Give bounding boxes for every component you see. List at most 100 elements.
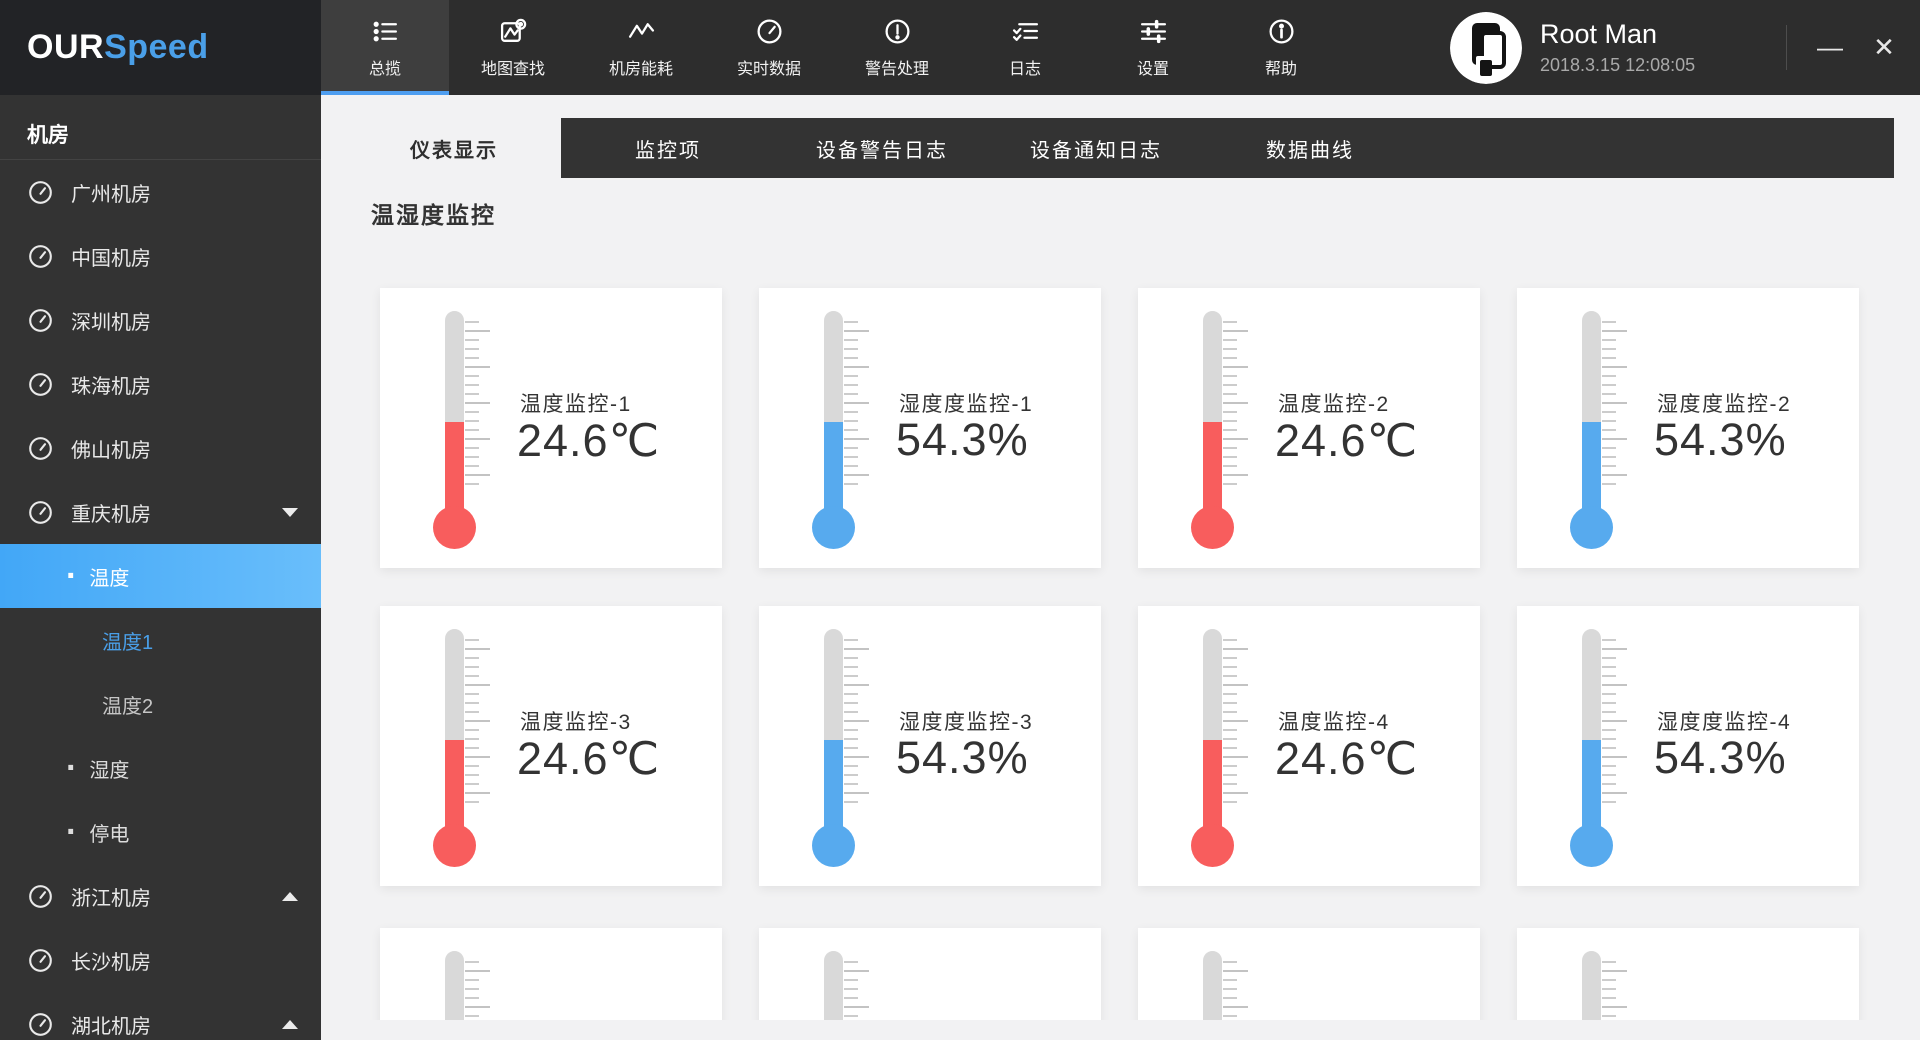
card-value: 24.6℃	[517, 415, 661, 466]
tab-data-curves[interactable]: 数据曲线	[1266, 139, 1354, 162]
tab-monitor-items[interactable]: 监控项	[635, 139, 701, 162]
nav-item-label: 日志	[1008, 61, 1041, 78]
list-icon	[371, 16, 400, 46]
sidebar-item-label: 长沙机房	[71, 951, 151, 974]
sidebar-item-label: 广州机房	[71, 183, 151, 206]
card-label: 温度监控-1	[520, 393, 632, 416]
gauge-icon	[27, 371, 54, 398]
gauge-icon	[27, 499, 54, 526]
sidebar-item-label: 佛山机房	[71, 439, 151, 462]
thermometer-bulb	[812, 824, 855, 867]
alert-icon	[883, 16, 912, 46]
minimize-button[interactable]: —	[1817, 32, 1843, 62]
nav-item-settings[interactable]: 设置	[1089, 0, 1217, 95]
thermometer-scale	[1602, 961, 1627, 1020]
gauge-icon	[27, 1011, 54, 1038]
thermometer-tube	[824, 311, 843, 516]
nav-item-logs[interactable]: 日志	[961, 0, 1089, 95]
thermometer-scale	[1223, 639, 1248, 810]
chevron-down-icon	[282, 508, 298, 517]
sidebar-item-guangzhou-room[interactable]: 广州机房	[0, 160, 321, 224]
main-panel: 仪表显示 监控项 设备警告日志 设备通知日志 数据曲线 温湿度监控 温度监控-1 24.6…	[321, 95, 1920, 1040]
nav-item-label: 警告处理	[864, 61, 929, 78]
sidebar-item-chongqing-room[interactable]: 重庆机房	[0, 480, 321, 544]
cards-row-3	[380, 928, 1859, 1020]
thermometer-scale	[844, 321, 869, 492]
thermometer-scale	[1223, 961, 1248, 1020]
topnav: 总揽 地图查找 机房能耗 实时数据 警告处理 日志 设置 帮助	[321, 0, 1345, 95]
monitor-card: 湿度度监控-2 54.3%	[1517, 288, 1859, 568]
nav-item-map-search[interactable]: 地图查找	[449, 0, 577, 95]
close-button[interactable]: ✕	[1873, 32, 1895, 62]
thermometer-bulb	[433, 506, 476, 549]
thermometer-bulb	[812, 506, 855, 549]
monitor-card: 湿度度监控-3 54.3%	[759, 606, 1101, 886]
tab-device-notice-log[interactable]: 设备通知日志	[1030, 139, 1162, 162]
user-meta: Root Man 2018.3.15 12:08:05	[1540, 19, 1695, 76]
card-value: 54.3%	[1654, 414, 1787, 465]
thermometer-tube	[445, 311, 464, 516]
thermometer-scale	[465, 961, 490, 1020]
sidebar-item-zhejiang-room[interactable]: 浙江机房	[0, 864, 321, 928]
map-icon	[499, 16, 528, 46]
thermometer-scale	[1223, 321, 1248, 492]
gauge-icon	[27, 179, 54, 206]
card-value: 54.3%	[1654, 732, 1787, 783]
sidebar-item-hubei-room[interactable]: 湖北机房	[0, 992, 321, 1040]
nav-item-overview[interactable]: 总揽	[321, 0, 449, 95]
tab-gauge-display[interactable]: 仪表显示	[347, 118, 561, 178]
gauge-icon	[755, 16, 784, 46]
sidebar-item-china-room[interactable]: 中国机房	[0, 224, 321, 288]
nav-item-label: 地图查找	[480, 61, 545, 78]
thermometer-scale	[844, 639, 869, 810]
nav-item-help[interactable]: 帮助	[1217, 0, 1345, 95]
nav-item-room-energy[interactable]: 机房能耗	[577, 0, 705, 95]
sidebar-item-temperature-group[interactable]: 温度	[0, 544, 321, 608]
sidebar-item-label: 湿度	[89, 759, 130, 782]
sidebar-item-changsha-room[interactable]: 长沙机房	[0, 928, 321, 992]
gauge-icon	[27, 307, 54, 334]
window-divider	[1786, 25, 1787, 70]
sidebar-item-label: 深圳机房	[71, 311, 151, 334]
card-label: 温度监控-4	[1278, 711, 1390, 734]
sidebar-item-label: 温度	[89, 567, 130, 590]
sidebar-item-zhuhai-room[interactable]: 珠海机房	[0, 352, 321, 416]
user-area: Root Man 2018.3.15 12:08:05	[1450, 0, 1695, 95]
logo: OURSpeed	[0, 0, 321, 95]
nav-item-alert-handling[interactable]: 警告处理	[833, 0, 961, 95]
sidebar-item-power-outage-group[interactable]: 停电	[0, 800, 321, 864]
brand-prefix: OUR	[27, 28, 105, 66]
thermometer-tube	[1582, 951, 1601, 1020]
gauge-icon	[27, 883, 54, 910]
monitor-card: 温度监控-4 24.6℃	[1138, 606, 1480, 886]
card-value: 54.3%	[896, 732, 1029, 783]
thermometer-bulb	[1570, 506, 1613, 549]
sidebar-item-label: 浙江机房	[71, 887, 151, 910]
sidebar-item-label: 重庆机房	[71, 503, 151, 526]
tab-device-alert-log[interactable]: 设备警告日志	[816, 139, 948, 162]
monitor-card	[1517, 928, 1859, 1020]
sidebar-item-humidity-group[interactable]: 湿度	[0, 736, 321, 800]
gauge-icon	[27, 243, 54, 270]
chevron-up-icon	[282, 1020, 298, 1029]
monitor-card: 温度监控-3 24.6℃	[380, 606, 722, 886]
nav-item-realtime-data[interactable]: 实时数据	[705, 0, 833, 95]
sidebar-item-shenzhen-room[interactable]: 深圳机房	[0, 288, 321, 352]
sidebar-item-foshan-room[interactable]: 佛山机房	[0, 416, 321, 480]
avatar[interactable]	[1450, 11, 1522, 84]
brand-suffix: Speed	[104, 28, 209, 66]
sidebar-item-label: 停电	[89, 823, 130, 846]
sidebar-item-temperature-2[interactable]: 温度2	[0, 672, 321, 736]
monitor-card	[380, 928, 722, 1020]
card-label: 湿度度监控-4	[1657, 711, 1792, 734]
thermometer-bulb	[1191, 506, 1234, 549]
sidebar-item-label: 中国机房	[71, 247, 151, 270]
monitor-card: 湿度度监控-1 54.3%	[759, 288, 1101, 568]
monitor-card: 温度监控-1 24.6℃	[380, 288, 722, 568]
tabbar: 仪表显示 监控项 设备警告日志 设备通知日志 数据曲线	[347, 118, 1894, 178]
card-label: 湿度度监控-1	[899, 393, 1034, 416]
thermometer-tube	[824, 951, 843, 1020]
card-label: 湿度度监控-2	[1657, 393, 1792, 416]
thermometer-scale	[844, 961, 869, 1020]
sidebar-item-temperature-1[interactable]: 温度1	[0, 608, 321, 672]
